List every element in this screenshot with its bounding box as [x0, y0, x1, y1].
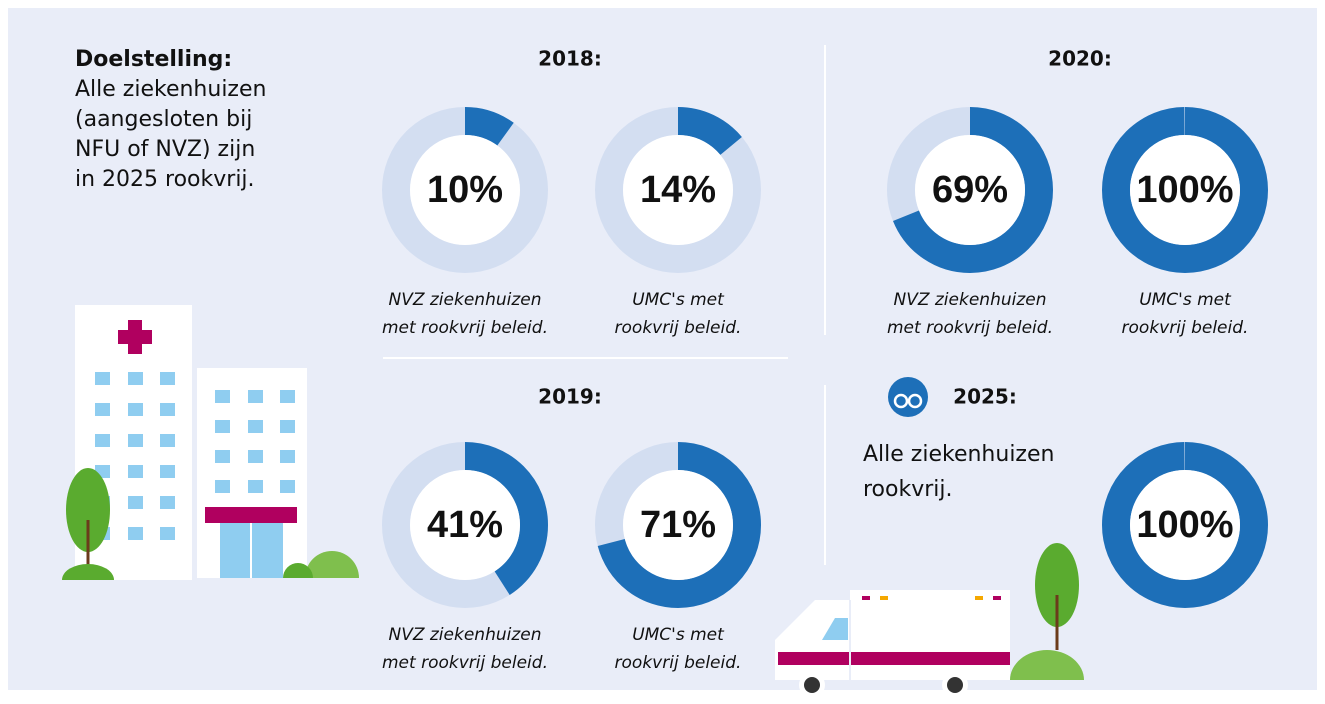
percentage-label: 100%: [1136, 504, 1233, 546]
outlook-text: Alle ziekenhuizen: [863, 442, 1054, 467]
year-heading: 2020:: [1048, 47, 1112, 71]
donut-caption: rookvrij beleid.: [615, 318, 742, 338]
donut-caption: NVZ ziekenhuizen: [388, 290, 541, 310]
donut-caption: met rookvrij beleid.: [382, 318, 548, 338]
year-heading: 2025:: [953, 385, 1017, 409]
donut-caption: rookvrij beleid.: [615, 653, 742, 673]
donut-caption: met rookvrij beleid.: [887, 318, 1053, 338]
goal-line: (aangesloten bij: [75, 107, 252, 132]
goal-line: NFU of NVZ) zijn: [75, 137, 255, 162]
percentage-label: 69%: [932, 169, 1008, 211]
percentage-label: 10%: [427, 169, 503, 211]
donut-caption: UMC's met: [1139, 290, 1232, 310]
percentage-label: 14%: [640, 169, 716, 211]
binoculars-icon: [888, 377, 928, 417]
outlook-text: rookvrij.: [863, 477, 953, 502]
year-heading: 2018:: [538, 47, 602, 71]
goal-line: Alle ziekenhuizen: [75, 77, 266, 102]
donut-caption: UMC's met: [632, 625, 725, 645]
year-heading: 2019:: [538, 385, 602, 409]
donut-caption: NVZ ziekenhuizen: [893, 290, 1046, 310]
donut-caption: met rookvrij beleid.: [382, 653, 548, 673]
donut-caption: NVZ ziekenhuizen: [388, 625, 541, 645]
percentage-label: 41%: [427, 504, 503, 546]
infographic: Doelstelling: Alle ziekenhuizen (aangesl…: [0, 0, 1325, 704]
donut-caption: UMC's met: [632, 290, 725, 310]
goal-title: Doelstelling:: [75, 47, 232, 72]
percentage-label: 71%: [640, 504, 716, 546]
goal-line: in 2025 rookvrij.: [75, 167, 255, 192]
donut-caption: rookvrij beleid.: [1122, 318, 1249, 338]
percentage-label: 100%: [1136, 169, 1233, 211]
